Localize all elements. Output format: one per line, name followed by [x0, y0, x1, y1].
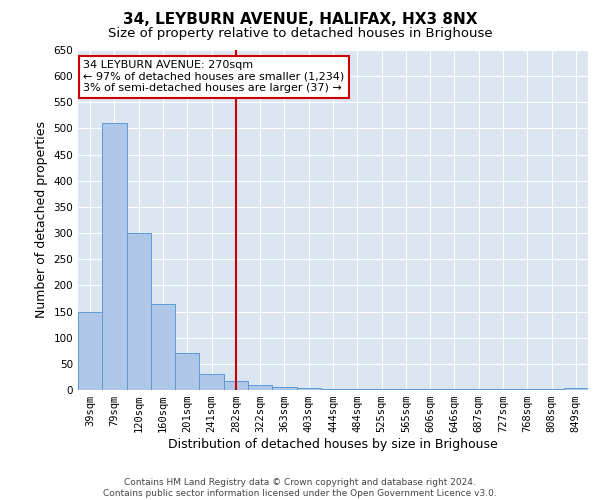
Bar [199, 374, 224, 390]
Bar [296, 388, 321, 390]
Bar [102, 123, 127, 390]
Bar [272, 388, 296, 390]
Text: Size of property relative to detached houses in Brighouse: Size of property relative to detached ho… [107, 28, 493, 40]
Bar [564, 388, 588, 390]
Text: 34 LEYBURN AVENUE: 270sqm
← 97% of detached houses are smaller (1,234)
3% of sem: 34 LEYBURN AVENUE: 270sqm ← 97% of detac… [83, 60, 344, 94]
Bar [78, 312, 102, 390]
Bar [248, 385, 272, 390]
Text: 34, LEYBURN AVENUE, HALIFAX, HX3 8NX: 34, LEYBURN AVENUE, HALIFAX, HX3 8NX [123, 12, 477, 28]
X-axis label: Distribution of detached houses by size in Brighouse: Distribution of detached houses by size … [168, 438, 498, 451]
Bar [224, 380, 248, 390]
Bar [127, 233, 151, 390]
Text: Contains HM Land Registry data © Crown copyright and database right 2024.
Contai: Contains HM Land Registry data © Crown c… [103, 478, 497, 498]
Bar [151, 304, 175, 390]
Y-axis label: Number of detached properties: Number of detached properties [35, 122, 48, 318]
Bar [175, 354, 199, 390]
